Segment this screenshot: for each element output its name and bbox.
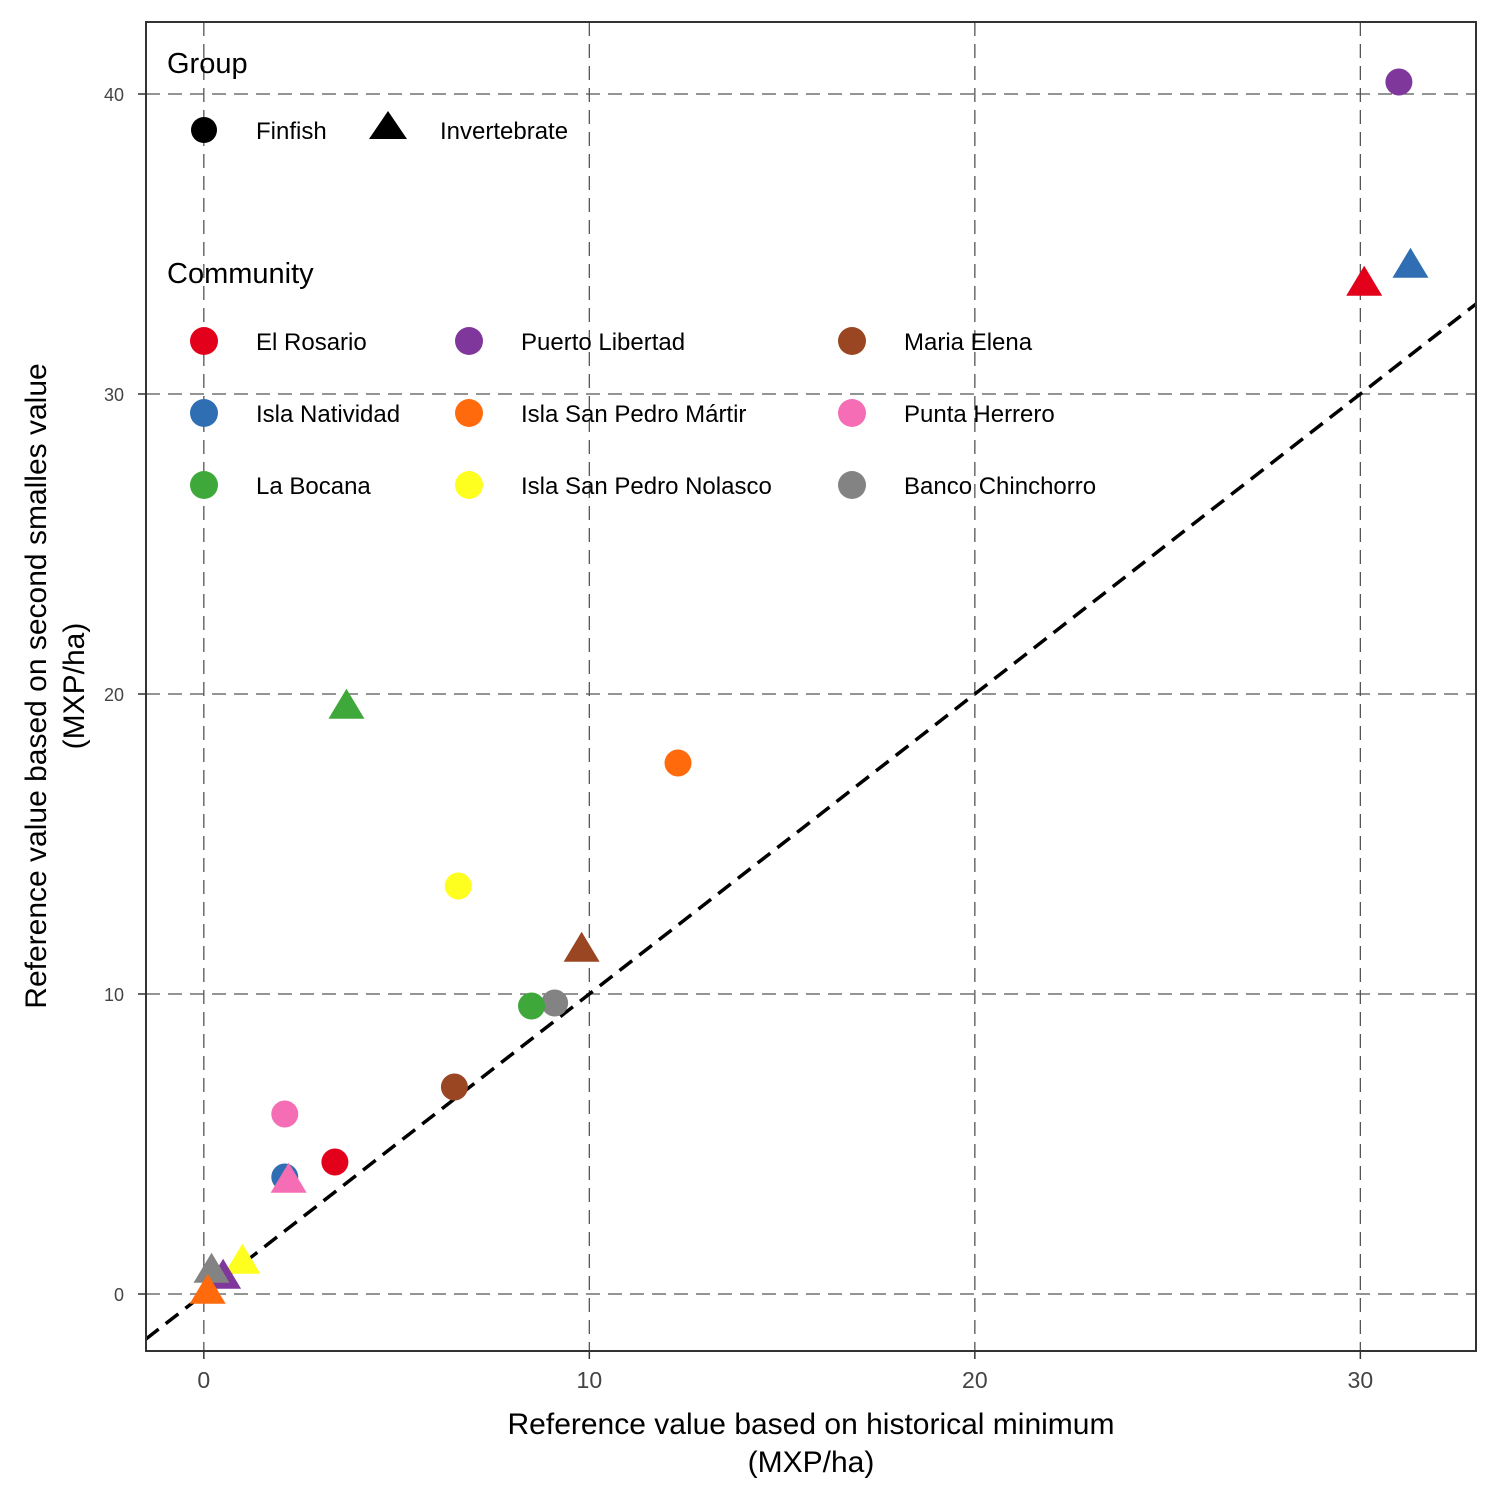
point-maria-elena-invertebrate [563,931,600,962]
legend-swatch-punta-herrero [838,399,866,427]
point-banco-chinchorro-finfish [541,989,569,1017]
y-tick-label: 40 [104,85,124,105]
plot-panel-border [145,21,1477,1352]
y-tick-label: 10 [104,985,124,1005]
legend-label-banco-chinchorro: Banco Chinchorro [904,473,1096,500]
y-axis-label-line1: Reference value based on second smalles … [20,363,53,1008]
x-tick-label: 20 [962,1367,988,1393]
legend-group: Group Finfish Invertebrate [167,48,568,145]
legend-label-punta-herrero: Punta Herrero [904,401,1055,428]
legend-swatch-isla-san-pedro-m-rtir [455,399,483,427]
x-tick-label: 10 [577,1367,603,1393]
legend-label-isla-san-pedro-m-rtir: Isla San Pedro Mártir [521,401,746,428]
point-puerto-libertad-finfish [1385,68,1413,96]
identity-line [144,302,1478,1341]
x-tick-label: 30 [1348,1367,1374,1393]
legend-group-finfish: Finfish [256,118,327,145]
grid-lines [146,22,1476,1351]
point-isla-san-pedro-nolasco-invertebrate [224,1243,261,1274]
point-banco-chinchorro-invertebrate [193,1252,230,1283]
legend-community: Community El Rosario Puerto Libertad Maria… [167,258,1096,500]
legend-swatch-la-bocana [190,471,218,499]
x-axis-label-line2: (MXP/ha) [748,1446,875,1479]
legend-swatch-isla-natividad [190,399,218,427]
legend-label-puerto-libertad: Puerto Libertad [521,329,685,356]
legend-swatch-maria-elena [838,327,866,355]
legend-label-el-rosario: El Rosario [256,329,367,356]
point-isla-natividad-invertebrate [1392,247,1429,278]
legend-label-isla-natividad: Isla Natividad [256,401,400,428]
y-axis-ticks: 0 10 20 30 40 [104,85,146,1305]
y-tick-label: 0 [114,1285,124,1305]
legend-swatch-isla-san-pedro-nolasco [455,471,483,499]
point-la-bocana-finfish [518,992,546,1020]
legend-swatch-banco-chinchorro [838,471,866,499]
legend-community-title: Community [167,258,314,290]
x-tick-label: 0 [197,1367,210,1393]
legend-finfish-circle-icon [191,117,217,143]
point-isla-san-pedro-nolasco-finfish [444,872,472,900]
point-isla-san-pedro-m-rtir-invertebrate [189,1273,226,1304]
legend-label-maria-elena: Maria Elena [904,329,1033,356]
legend-swatch-puerto-libertad [455,327,483,355]
point-punta-herrero-finfish [271,1100,299,1128]
legend-group-title: Group [167,48,248,80]
y-tick-label: 30 [104,385,124,405]
point-la-bocana-invertebrate [328,688,365,719]
legend-swatch-el-rosario [190,327,218,355]
point-maria-elena-finfish [440,1073,468,1101]
point-el-rosario-invertebrate [1346,265,1383,296]
point-el-rosario-finfish [321,1148,349,1176]
legend-invertebrate-triangle-icon [369,111,407,139]
data-points [189,68,1429,1304]
legend-label-isla-san-pedro-nolasco: Isla San Pedro Nolasco [521,473,772,500]
y-axis-label-line2: (MXP/ha) [58,623,91,750]
legend-group-invertebrate: Invertebrate [440,118,568,145]
legend-label-la-bocana: La Bocana [256,473,371,500]
y-tick-label: 20 [104,685,124,705]
point-isla-san-pedro-m-rtir-finfish [664,749,692,777]
x-axis-label-line1: Reference value based on historical mini… [508,1408,1115,1441]
identity-reference-line [144,302,1478,1341]
point-punta-herrero-invertebrate [270,1162,307,1193]
x-axis-ticks: 0 10 20 30 [197,1351,1373,1393]
